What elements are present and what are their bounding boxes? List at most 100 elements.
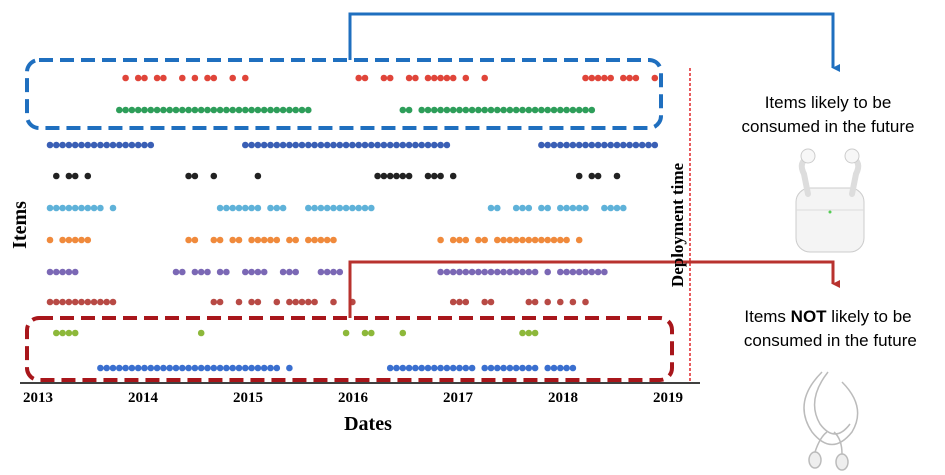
event-dot — [154, 75, 161, 82]
event-dot — [248, 269, 255, 276]
x-axis-label: Dates — [344, 413, 392, 435]
event-dot — [381, 75, 388, 82]
event-dot — [242, 269, 249, 276]
event-dot — [589, 75, 596, 82]
event-dot — [154, 365, 161, 372]
figure: 2013201420152016201720182019 Dates Items… — [0, 0, 945, 475]
event-dot — [97, 365, 104, 372]
x-tick-label: 2016 — [338, 390, 369, 406]
event-dot — [544, 365, 551, 372]
event-dot — [299, 107, 306, 114]
event-dot — [248, 299, 255, 306]
event-dot — [576, 269, 583, 276]
event-dot — [393, 365, 400, 372]
event-dot — [330, 237, 337, 244]
x-tick-label: 2013 — [23, 390, 53, 406]
event-dot — [85, 237, 92, 244]
event-dot — [311, 142, 318, 149]
event-dot — [160, 365, 167, 372]
event-dot — [437, 107, 444, 114]
event-dot — [450, 299, 457, 306]
event-dot — [217, 269, 224, 276]
event-dot — [160, 107, 167, 114]
event-dot — [211, 299, 218, 306]
event-dot — [513, 205, 520, 212]
event-dot — [450, 269, 457, 276]
event-dot — [274, 107, 281, 114]
event-dot — [456, 107, 463, 114]
event-dot — [72, 269, 79, 276]
event-dot — [91, 299, 98, 306]
event-dot — [425, 107, 432, 114]
event-dot — [292, 142, 299, 149]
event-dot — [59, 330, 66, 337]
event-dot — [211, 237, 218, 244]
event-dot — [601, 205, 608, 212]
event-dot — [305, 237, 312, 244]
event-dot — [507, 365, 514, 372]
event-dot — [494, 269, 501, 276]
event-dot — [223, 205, 230, 212]
event-dot — [519, 365, 526, 372]
event-dot — [211, 365, 218, 372]
event-dot — [255, 365, 262, 372]
event-dot — [544, 107, 551, 114]
event-dot — [337, 142, 344, 149]
event-dot — [349, 205, 356, 212]
event-dot — [204, 365, 211, 372]
event-dot — [255, 107, 262, 114]
event-dot — [463, 269, 470, 276]
event-dot — [500, 269, 507, 276]
event-dot — [519, 237, 526, 244]
event-dot — [72, 173, 79, 180]
event-dot — [406, 107, 413, 114]
event-dot — [526, 237, 533, 244]
event-dot — [85, 142, 92, 149]
event-dot — [437, 269, 444, 276]
event-dots — [47, 75, 658, 372]
event-dot — [475, 237, 482, 244]
event-dot — [463, 365, 470, 372]
event-dot — [488, 269, 495, 276]
note-text: consumed in the future — [742, 117, 915, 136]
event-dot — [236, 107, 243, 114]
event-dot — [129, 365, 136, 372]
event-dot — [255, 299, 262, 306]
event-dot — [444, 107, 451, 114]
event-dot — [85, 173, 92, 180]
event-dot — [173, 365, 180, 372]
event-dot — [292, 269, 299, 276]
event-dot — [242, 205, 249, 212]
event-dot — [135, 75, 142, 82]
event-dot — [229, 107, 236, 114]
event-dot — [91, 205, 98, 212]
event-dot — [103, 365, 110, 372]
event-dot — [431, 173, 438, 180]
event-dot — [652, 75, 659, 82]
event-dot — [324, 142, 331, 149]
event-dot — [223, 365, 230, 372]
event-dot — [198, 107, 205, 114]
event-dot — [217, 237, 224, 244]
event-dot — [607, 75, 614, 82]
event-dot — [570, 269, 577, 276]
event-dot — [318, 205, 325, 212]
event-dot — [236, 365, 243, 372]
event-dot — [450, 365, 457, 372]
event-dot — [418, 142, 425, 149]
event-dot — [532, 269, 539, 276]
event-dot — [645, 142, 652, 149]
event-dot — [66, 299, 73, 306]
event-dot — [292, 299, 299, 306]
event-dot — [185, 365, 192, 372]
event-dot — [261, 142, 268, 149]
event-dot — [563, 365, 570, 372]
event-dot — [400, 142, 407, 149]
event-dot — [85, 205, 92, 212]
event-dot — [242, 75, 249, 82]
event-dot — [204, 75, 211, 82]
event-dot — [274, 365, 281, 372]
event-dot — [444, 365, 451, 372]
event-dot — [463, 237, 470, 244]
event-dot — [400, 365, 407, 372]
